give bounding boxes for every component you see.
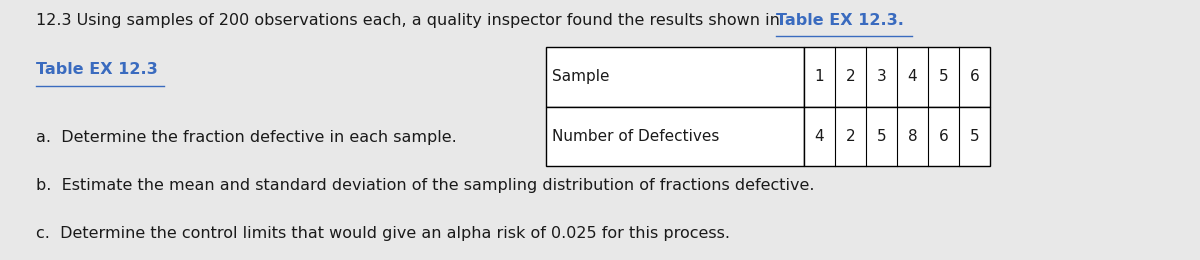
Text: 6: 6 [970, 69, 979, 84]
Text: Number of Defectives: Number of Defectives [552, 129, 719, 144]
Text: Table EX 12.3: Table EX 12.3 [36, 62, 157, 77]
Text: 2: 2 [846, 129, 856, 144]
Text: 1: 1 [815, 69, 824, 84]
Text: c.  Determine the control limits that would give an alpha risk of 0.025 for this: c. Determine the control limits that wou… [36, 226, 730, 241]
Text: 6: 6 [938, 129, 948, 144]
Text: 4: 4 [907, 69, 917, 84]
Text: 5: 5 [877, 129, 887, 144]
Text: b.  Estimate the mean and standard deviation of the sampling distribution of fra: b. Estimate the mean and standard deviat… [36, 178, 815, 193]
Text: 4: 4 [815, 129, 824, 144]
Text: 8: 8 [907, 129, 917, 144]
Text: 2: 2 [846, 69, 856, 84]
Text: Table EX 12.3.: Table EX 12.3. [776, 13, 905, 28]
Text: 12.3 Using samples of 200 observations each, a quality inspector found the resul: 12.3 Using samples of 200 observations e… [36, 13, 785, 28]
Text: 3: 3 [877, 69, 887, 84]
Text: 5: 5 [970, 129, 979, 144]
Text: a.  Determine the fraction defective in each sample.: a. Determine the fraction defective in e… [36, 130, 457, 145]
Text: 5: 5 [938, 69, 948, 84]
Text: Sample: Sample [552, 69, 610, 84]
